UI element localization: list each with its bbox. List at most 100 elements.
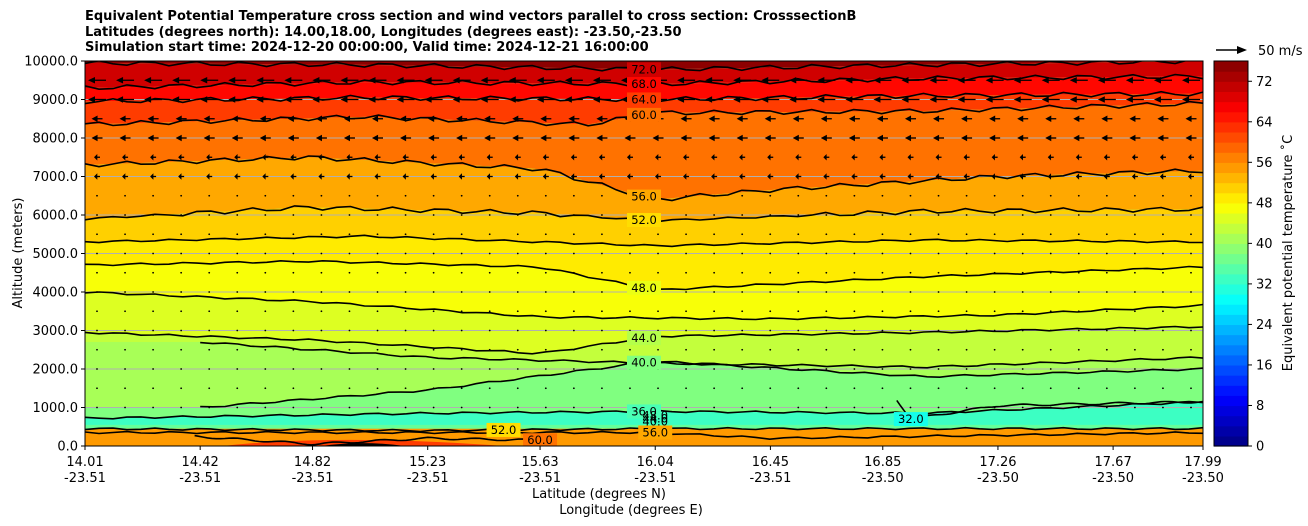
wind-vector-head [372,134,379,142]
wind-vector [881,368,884,370]
wind-vector-head [879,173,883,180]
wind-vector [1105,310,1108,313]
wind-vector [516,194,519,197]
wind-vector [432,310,435,313]
wind-vector [544,310,547,313]
wind-vector [685,310,687,313]
wind-vector [348,387,351,390]
wind-vector [404,214,407,216]
wind-vector [601,252,603,255]
wind-vector [909,348,912,351]
wind-vector-head [175,134,182,142]
wind-vector [825,348,828,351]
wind-vector [488,291,491,293]
wind-vector-head [1075,154,1080,161]
wind-vector-head [652,134,659,142]
wind-vector [236,233,239,236]
wind-vector [1133,348,1136,351]
colorbar-label: Equivalent potential temperature ˚C [1280,135,1296,371]
wind-vector-head [1041,77,1049,84]
wind-vector [516,329,519,332]
contour-label-72: 72.0 [631,62,657,76]
wind-vector [685,291,687,293]
wind-vector [797,348,800,351]
wind-vector [488,348,491,351]
wind-vector [544,406,547,409]
wind-vector [1133,291,1136,293]
wind-vector-head [402,173,406,180]
fill-band-44 [85,292,1203,354]
wind-vector-head [234,173,238,180]
wind-vector [657,348,659,351]
colorbar-segment [1214,405,1248,417]
wind-vector-head [907,173,911,180]
colorbar-segment [1214,212,1248,224]
x-tick-label-lat: 16.85 [864,455,901,470]
x-tick-label-lat: 15.23 [409,455,446,470]
wind-vector [937,310,940,313]
wind-vector-head [739,154,743,161]
wind-vector [320,194,323,197]
wind-vector [292,387,295,390]
wind-vector [909,368,912,370]
colorbar-tick-label: 32 [1256,277,1273,292]
wind-vector [685,194,687,197]
wind-vector [320,329,323,332]
wind-vector-head [147,134,154,142]
wind-vector [909,194,912,197]
wind-vector [1049,214,1052,216]
wind-vector [1105,252,1108,255]
wind-vector [825,252,828,255]
contour-label-56: 56.0 [642,426,668,440]
wind-vector [348,348,351,351]
wind-vector [965,214,968,216]
wind-vector [460,348,463,351]
wind-vector [376,348,379,351]
wind-vector-head [88,96,95,103]
wind-vector-head [795,173,799,180]
wind-vector-head [708,134,715,142]
contour-label-bg [627,330,661,345]
wind-vector [1049,194,1052,197]
surface-contour-cluster [320,443,406,446]
wind-vector-head [340,96,348,103]
wind-vector [516,348,519,351]
wind-vector [404,233,407,236]
wind-vector-head [346,173,350,180]
colorbar-frame [1213,60,1249,447]
colorbar-segment [1214,314,1248,326]
wind-vector-head [761,96,769,103]
x-tick-label-lat: 17.67 [1095,455,1132,470]
wind-vector-head [486,154,491,161]
wind-vector-head [592,77,600,84]
wind-vector-head [178,154,182,161]
wind-vector [404,387,407,390]
wind-vector [1190,271,1192,274]
contour-label-64: 64.0 [631,92,657,106]
wind-vector [152,271,155,274]
contour-label-low: 44.0 [642,412,668,426]
y-axis-title: Altitude (meters) [11,198,26,309]
wind-vector [713,329,716,332]
wind-vector [1162,329,1164,332]
wind-vector-head [94,173,98,180]
colorbar-segment [1214,152,1248,163]
colorbar-tick-label: 40 [1256,237,1273,252]
x-tick-label-lat: 16.04 [637,455,674,470]
wind-vector [1190,387,1192,390]
wind-vector [1021,252,1024,255]
wind-vector [1077,387,1080,390]
wind-vector-head [484,115,491,122]
contour-label-bg [523,433,558,446]
wind-vector [180,310,183,313]
x-tick-label-lat: 14.42 [182,455,219,470]
wind-vector [572,233,575,236]
wind-vector [460,233,463,236]
wind-vector [376,368,379,370]
contour-label-32: 32.0 [898,412,924,426]
wind-vector-head [315,134,322,142]
x-tick-label-lat: 14.01 [66,455,103,470]
wind-vector [348,271,351,274]
contour-label-bg [627,213,661,228]
colorbar-segment [1214,395,1248,407]
